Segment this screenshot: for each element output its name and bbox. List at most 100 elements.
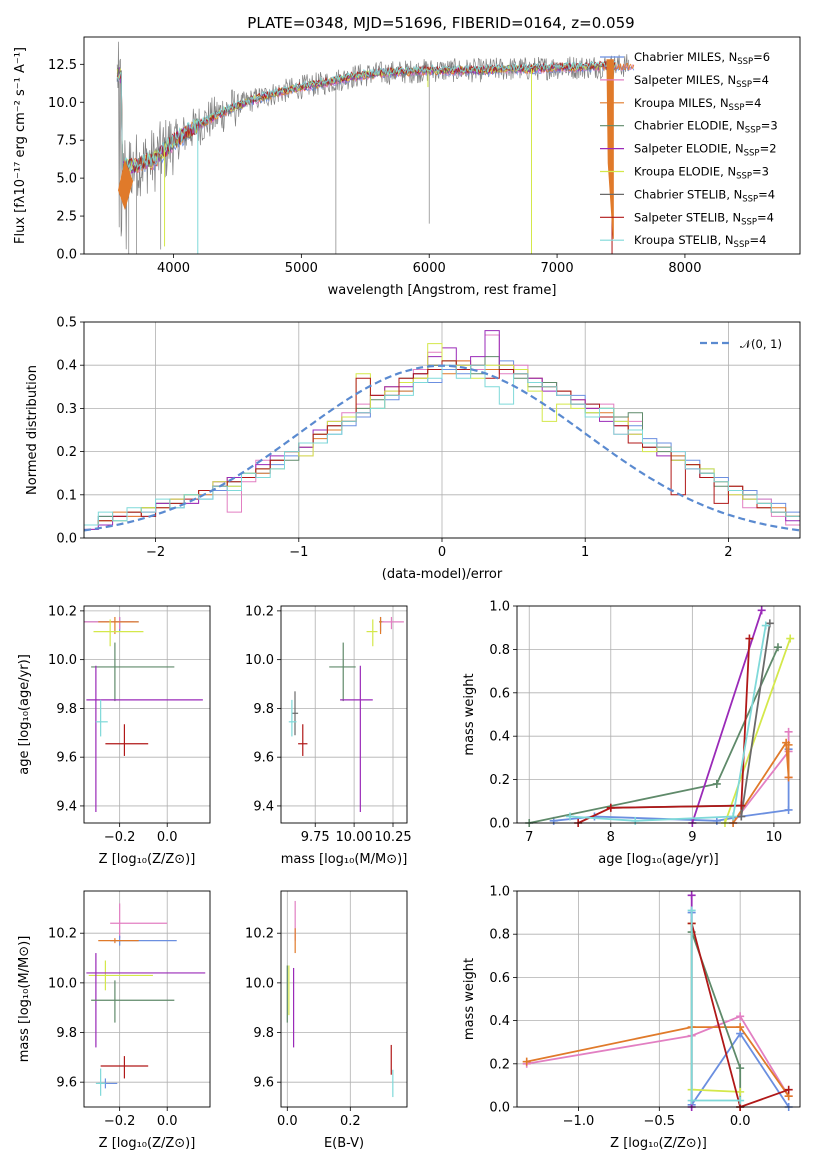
y-tick-label: 0.3: [56, 402, 77, 417]
x-tick-label: 10: [766, 830, 783, 845]
x-tick-label: 0.0: [277, 1114, 298, 1129]
errorbar-kroupa-stelib: [288, 699, 297, 737]
y-tick-label: 0.2: [56, 445, 77, 460]
y-tick-label: 0.4: [56, 359, 77, 374]
errorbar-chabrier-elodie: [329, 642, 356, 702]
y-axis-label: mass weight: [462, 958, 477, 1040]
x-axis-label: E(B-V): [324, 1136, 364, 1151]
errorbar-salpeter-miles: [110, 903, 168, 939]
y-tick-label: 9.6: [56, 751, 77, 766]
x-axis-label: Z [log₁₀(Z/Z⊙)]: [610, 1136, 707, 1151]
legend-label-subscript: SSP: [736, 80, 752, 90]
axes-frame: [83, 36, 801, 255]
errorbar-kroupa-miles: [379, 616, 383, 635]
legend-label-count: =6: [753, 50, 770, 64]
mass-vs-metallicity-panel: −0.2 0.0 9.6 9.8 10.0 10.2 Z [log₁₀(Z/Z⊙)] mass…: [17, 890, 211, 1151]
legend-label-count: =3: [761, 119, 778, 133]
series-line-kroupa-stelib: [690, 910, 741, 1102]
y-tick-label: 0.4: [489, 1014, 510, 1029]
y-tick-label: 1.0: [489, 885, 510, 900]
legend-label-subscript: SSP: [729, 103, 745, 113]
y-tick-label: 9.6: [253, 1076, 274, 1091]
legend-label-count: =4: [758, 187, 775, 201]
y-tick-label: 10.0: [245, 976, 274, 991]
y-tick-label: 0.6: [489, 971, 510, 986]
x-tick-label: 1: [581, 545, 589, 560]
x-tick-label: 2: [724, 545, 732, 560]
y-tick-label: 2.5: [56, 210, 77, 225]
errorbar-salpeter-stelib: [105, 724, 149, 756]
legend-label-count: =4: [752, 73, 769, 87]
legend-label-count: =2: [760, 142, 777, 156]
errorbar-chabrier-stelib: [291, 691, 299, 736]
figure-title: PLATE=0348, MJD=51696, FIBERID=0164, z=0…: [247, 14, 634, 32]
point-marker: [712, 816, 721, 825]
y-tick-label: 9.4: [56, 799, 77, 814]
y-tick-label: 0.6: [489, 686, 510, 701]
y-tick-label: 9.8: [253, 702, 274, 717]
y-tick-label: 0.0: [56, 532, 77, 547]
axes-frame: [280, 890, 408, 1108]
point-marker: [712, 779, 721, 788]
spectrum-plot-area: [116, 41, 635, 254]
y-tick-label: 10.2: [245, 604, 274, 619]
y-tick-label: 10.0: [48, 976, 77, 991]
y-tick-label: 0.2: [489, 773, 510, 788]
y-tick-label: 0.5: [56, 316, 77, 331]
normal-curve: [84, 364, 800, 532]
y-tick-label: 10.2: [48, 604, 77, 619]
axes-frame: [83, 890, 211, 1108]
y-tick-label: 9.6: [253, 751, 274, 766]
point-marker: [687, 906, 696, 915]
mass-weight-vs-age-panel: 7 8 9 10 0.0 0.2 0.4 0.6 0.8 1.0 age [log₁₀(age/yr…: [462, 600, 801, 867]
series-line-salpeter-miles: [526, 1015, 790, 1097]
y-tick-label: 10.2: [48, 927, 77, 942]
x-axis-label: age [log₁₀(age/yr)]: [598, 852, 719, 867]
point-marker: [687, 1096, 696, 1105]
point-marker: [736, 1096, 745, 1105]
y-tick-label: 0.4: [489, 730, 510, 745]
legend-label: 𝒩(0, 1): [740, 337, 782, 351]
x-tick-label: −1.0: [563, 1114, 595, 1129]
y-tick-label: 0.0: [489, 817, 510, 832]
age-vs-metallicity-panel: −0.2 0.0 9.4 9.6 9.8 10.0 10.2 Z [log₁₀(Z/Z⊙)] a…: [17, 604, 211, 867]
grid: [517, 890, 800, 1108]
x-tick-label: 5000: [285, 261, 318, 276]
y-axis-label: Normed distribution: [25, 365, 40, 495]
point-marker: [761, 621, 770, 630]
x-axis-label: Z [log₁₀(Z/Z⊙)]: [99, 1136, 196, 1151]
y-tick-label: 10.0: [48, 96, 77, 111]
spectrum-panel: 4000 5000 6000 7000 8000 0.0 2.5 5.0 7.5 10.0 12.5…: [13, 36, 801, 298]
legend-label: Salpeter STELIB, NSSP=4: [634, 210, 774, 227]
series-line-kroupa-miles: [526, 1026, 790, 1097]
x-tick-label: 8: [607, 830, 615, 845]
point-marker: [757, 606, 766, 615]
point-marker: [631, 816, 640, 825]
point-marker: [786, 634, 795, 643]
x-tick-label: −0.2: [104, 1114, 136, 1129]
legend-label-text: Salpeter ELODIE, N: [634, 142, 744, 156]
x-tick-label: −0.2: [104, 830, 136, 845]
legend-label-subscript: SSP: [741, 217, 757, 227]
errorbar-salpeter-miles: [84, 616, 134, 630]
y-tick-label: 0.2: [489, 1057, 510, 1072]
x-tick-label: 7: [525, 830, 533, 845]
point-marker: [784, 740, 793, 749]
errorbar-salpeter-miles: [382, 616, 404, 630]
grid: [84, 606, 210, 823]
mass-weight-vs-metallicity-panel: −1.0 −0.5 0.0 0.0 0.2 0.4 0.6 0.8 1.0 Z [log₁₀(Z/…: [462, 885, 801, 1151]
x-tick-label: 7000: [541, 261, 574, 276]
x-tick-label: 6000: [413, 261, 446, 276]
x-tick-label: 0.0: [157, 830, 178, 845]
legend-label-subscript: SSP: [737, 57, 753, 67]
x-tick-label: 4000: [157, 261, 190, 276]
axes-frame: [516, 890, 801, 1108]
scatter-plot-area: [288, 616, 404, 813]
series-line-salpeter-stelib: [577, 638, 751, 824]
y-axis-label: mass [log₁₀(M/M⊙)]: [17, 936, 32, 1063]
point-marker: [736, 1012, 745, 1021]
legend-label: Chabrier ELODIE, NSSP=3: [634, 119, 778, 136]
legend-label-count: =4: [744, 96, 761, 110]
x-axis-label: (data-model)/error: [382, 567, 503, 582]
